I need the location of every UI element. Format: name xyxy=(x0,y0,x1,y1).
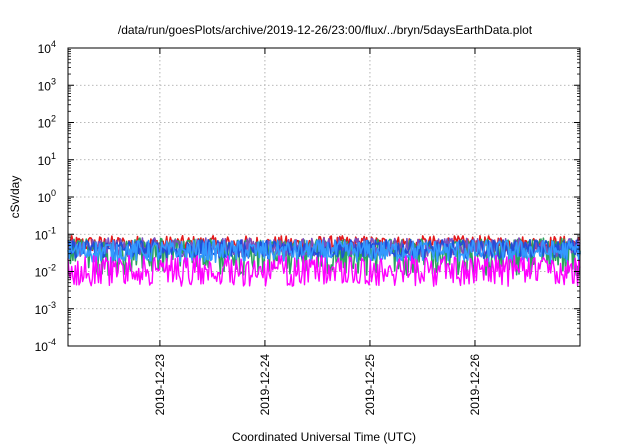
grid-lines xyxy=(68,48,580,346)
y-axis: 10-4 10-3 10-2 10-1 100 101 102 103 104 xyxy=(35,39,580,354)
x-axis-label: Coordinated Universal Time (UTC) xyxy=(232,430,416,444)
y-tick-label: 10-2 xyxy=(35,263,56,280)
y-tick-label: 10-3 xyxy=(35,300,56,317)
y-axis-label: cSv/day xyxy=(8,176,22,219)
y-tick-label: 104 xyxy=(38,39,56,56)
y-tick-label: 103 xyxy=(38,76,56,93)
y-tick-label: 10-1 xyxy=(35,225,56,242)
x-tick-label: 2019-12-25 xyxy=(363,354,377,416)
x-tick-label: 2019-12-23 xyxy=(153,354,167,416)
y-tick-label: 10-4 xyxy=(35,337,56,354)
series-layer xyxy=(67,235,581,287)
x-tick-label: 2019-12-26 xyxy=(468,354,482,416)
y-tick-label: 100 xyxy=(38,188,56,205)
series-line-5 xyxy=(67,239,581,264)
y-tick-label: 101 xyxy=(38,151,56,168)
x-axis: 2019-12-23 2019-12-24 2019-12-25 2019-12-26 xyxy=(153,48,482,415)
y-tick-label: 102 xyxy=(38,114,56,131)
series-line-6 xyxy=(67,254,581,287)
chart-title: /data/run/goesPlots/archive/2019-12-26/2… xyxy=(118,23,533,37)
x-tick-label: 2019-12-24 xyxy=(258,354,272,416)
